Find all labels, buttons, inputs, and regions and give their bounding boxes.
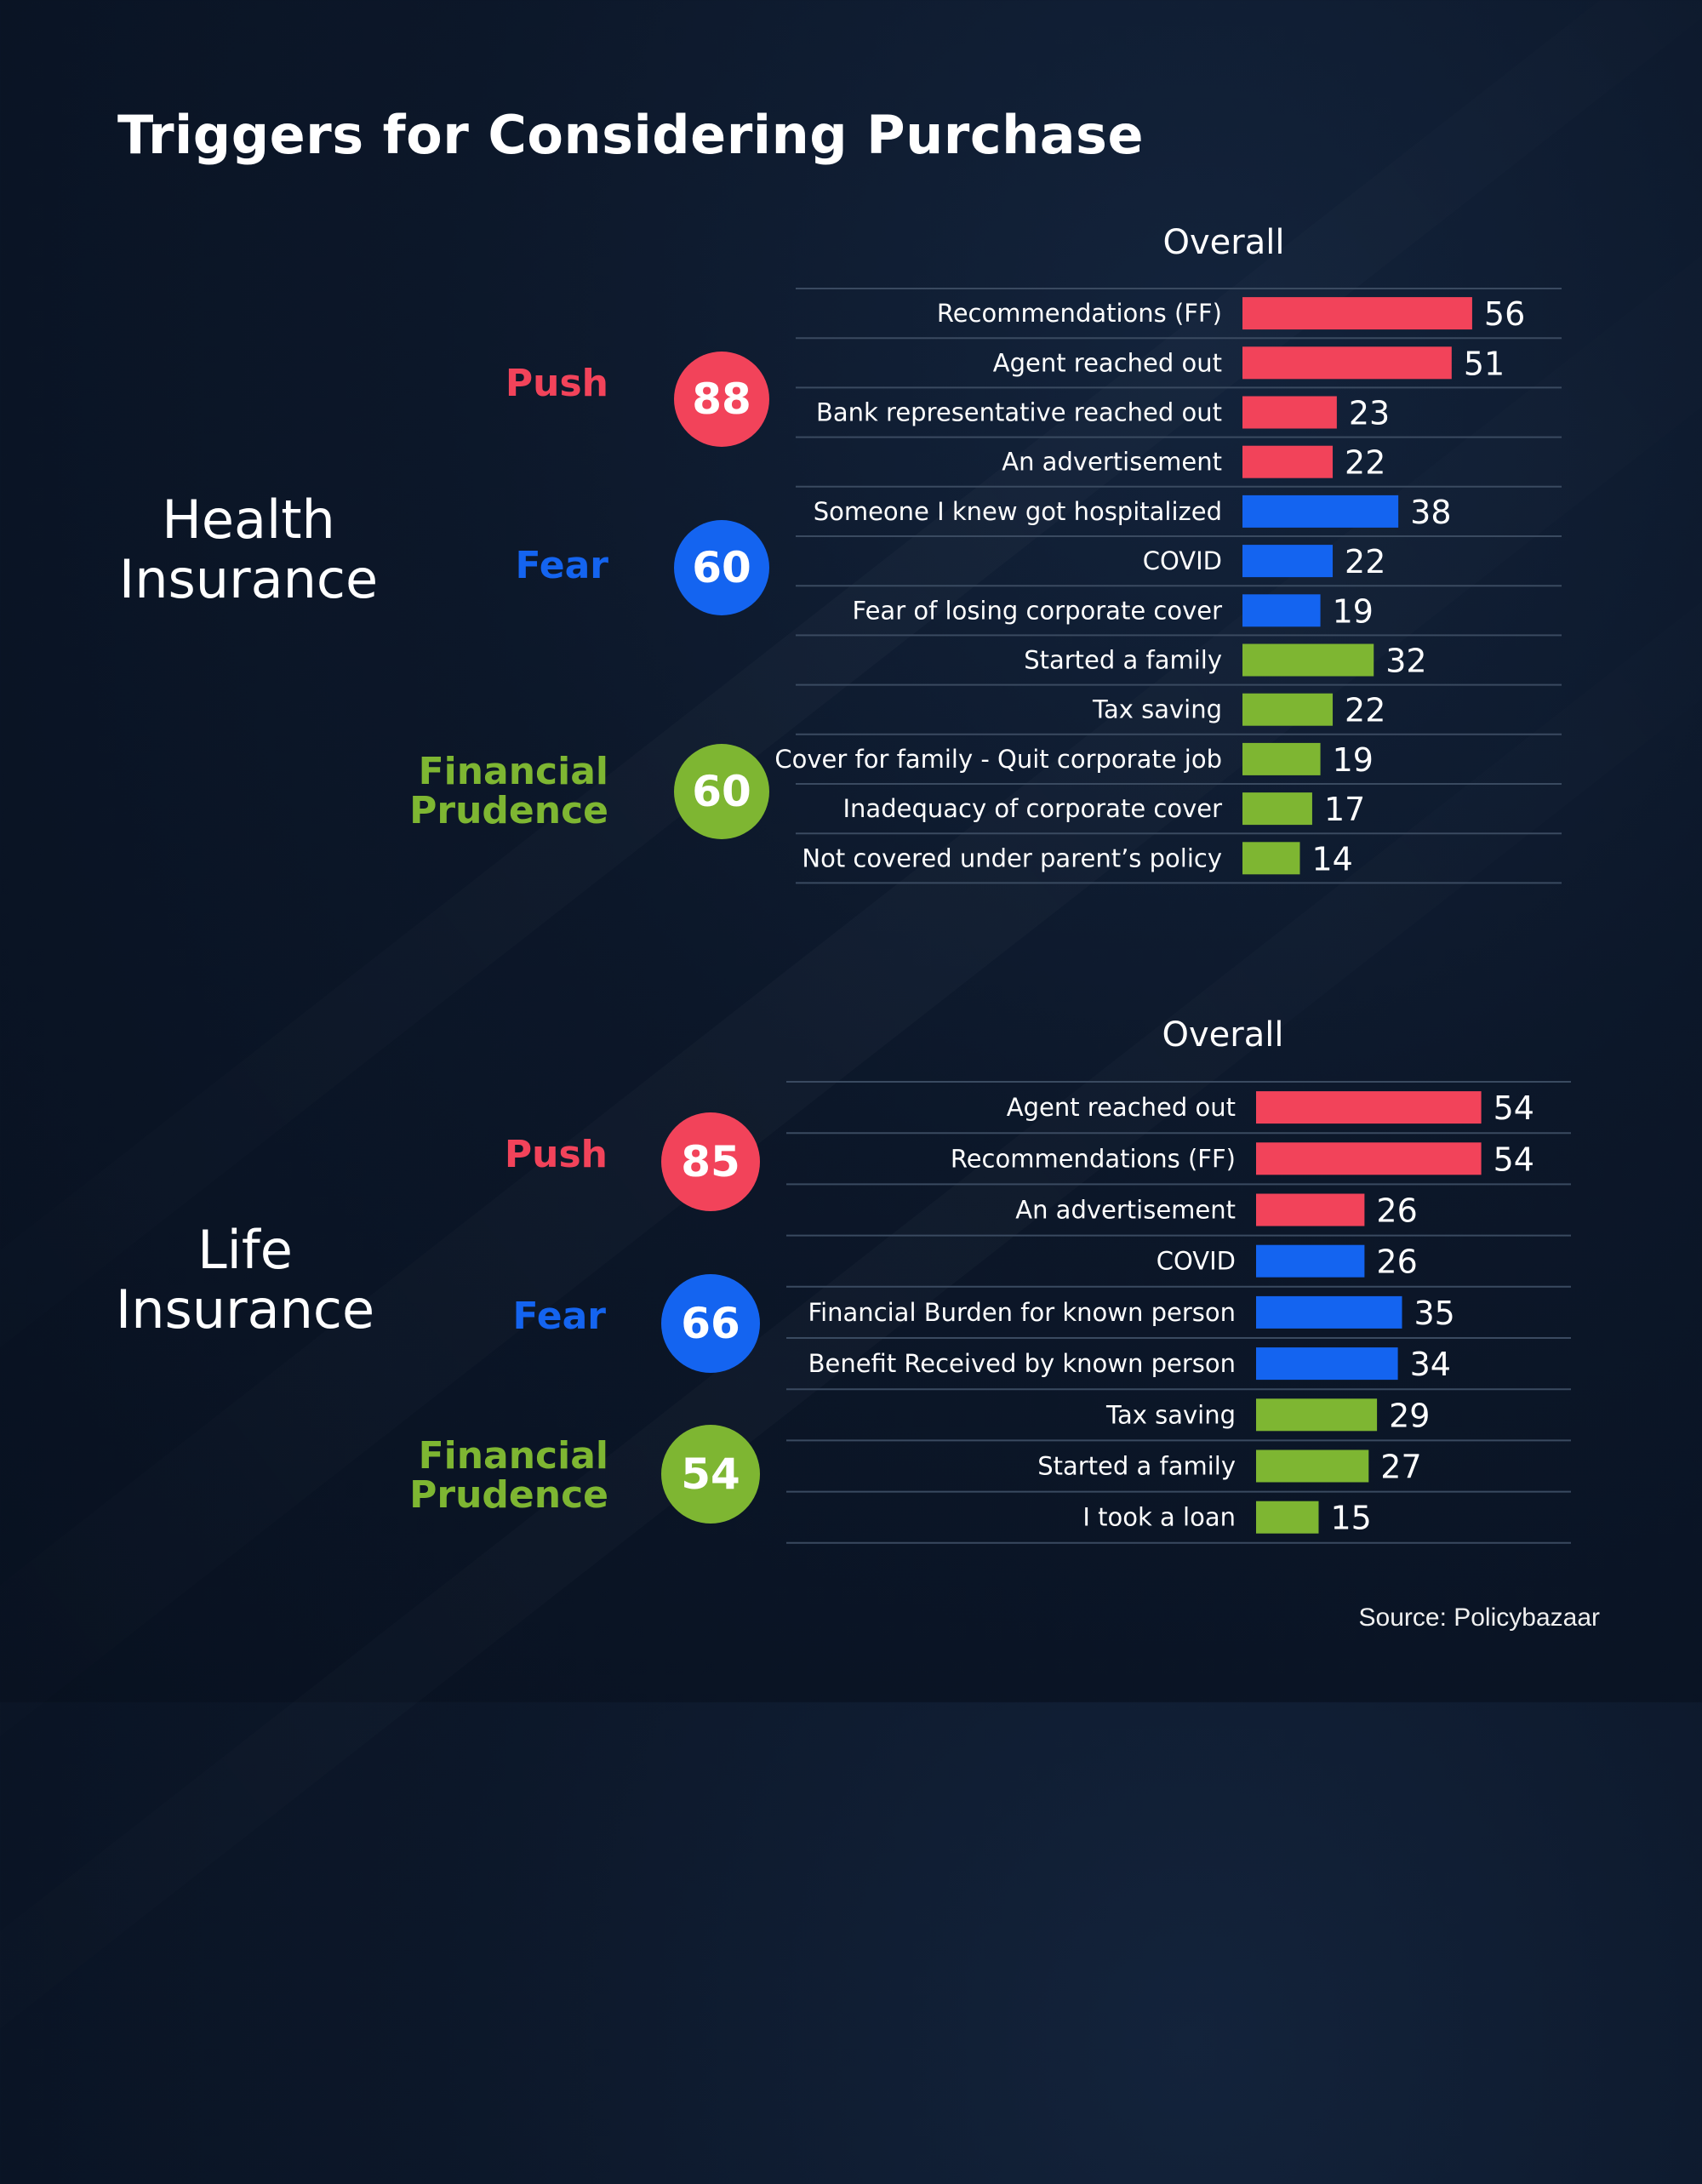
category-label-line: Prudence — [409, 1473, 608, 1517]
data-label: 26 — [1376, 1192, 1417, 1230]
bar — [1256, 1449, 1369, 1483]
data-label: 27 — [1380, 1449, 1421, 1486]
category-label-financial-prudence: Financial Prudence — [353, 752, 608, 831]
tick-label: Financial Burden for known person — [808, 1298, 1236, 1327]
data-label: 35 — [1414, 1295, 1455, 1332]
tick-label: Not covered under parent’s policy — [802, 843, 1222, 872]
data-label: 56 — [1484, 295, 1525, 333]
section-label-line: Insurance — [115, 1278, 375, 1341]
category-label-push: Push — [504, 1133, 608, 1176]
bar — [1242, 445, 1334, 478]
category-label-line: Financial — [418, 750, 608, 793]
section-label-line: Insurance — [118, 548, 379, 610]
data-label: 17 — [1324, 791, 1365, 828]
data-label: 54 — [1494, 1089, 1534, 1127]
data-label: 51 — [1464, 345, 1505, 382]
bar — [1256, 1142, 1482, 1175]
score-badge-financial-prudence: 54 — [661, 1425, 760, 1524]
category-label-line: Prudence — [409, 789, 608, 832]
tick-label: Fear of losing corporate cover — [853, 596, 1223, 625]
data-label: 38 — [1410, 494, 1451, 531]
data-label: 22 — [1345, 692, 1385, 729]
section-label-line: Life — [197, 1219, 293, 1281]
tick-label: Cover for family - Quit corporate job — [774, 745, 1222, 774]
bar — [1242, 842, 1300, 875]
bar — [1256, 1347, 1398, 1381]
score-badge-push: 85 — [661, 1112, 760, 1211]
bar — [1242, 297, 1472, 330]
bar — [1256, 1501, 1319, 1534]
tick-label: Bank representative reached out — [816, 398, 1222, 427]
tick-label: Tax saving — [1105, 1400, 1236, 1429]
score-badge-financial-prudence: 60 — [674, 744, 769, 839]
tick-label: COVID — [1143, 546, 1222, 575]
tick-label: Started a family — [1037, 1452, 1236, 1481]
data-label: 22 — [1345, 543, 1385, 580]
bar — [1242, 545, 1334, 578]
category-label-fear: Fear — [515, 544, 608, 587]
tick-label: Started a family — [1024, 646, 1222, 675]
score-badge-fear: 60 — [674, 520, 769, 615]
bar — [1242, 495, 1399, 528]
category-label-fear: Fear — [512, 1295, 606, 1338]
bar — [1242, 346, 1452, 380]
bar — [1242, 643, 1374, 677]
category-label-financial-prudence: Financial Prudence — [353, 1437, 608, 1515]
data-label: 34 — [1410, 1346, 1451, 1383]
tick-label: Agent reached out — [1007, 1093, 1236, 1122]
page-title: Triggers for Considering Purchase — [117, 104, 1145, 166]
data-label: 23 — [1349, 395, 1390, 432]
data-label: 29 — [1389, 1397, 1430, 1434]
tick-label: Agent reached out — [993, 348, 1222, 377]
tick-label: An advertisement — [1015, 1196, 1236, 1225]
data-label: 22 — [1345, 444, 1385, 482]
tick-label: An advertisement — [1002, 448, 1222, 477]
bar — [1242, 792, 1312, 826]
category-label-line: Financial — [418, 1434, 608, 1478]
tick-label: Inadequacy of corporate cover — [842, 794, 1222, 823]
tick-label: I took a loan — [1082, 1503, 1236, 1532]
tick-label: COVID — [1157, 1247, 1236, 1276]
data-label: 19 — [1333, 592, 1374, 630]
category-label-push: Push — [505, 362, 608, 405]
source-note: Source: Policybazaar — [1358, 1604, 1600, 1632]
data-label: 14 — [1311, 840, 1352, 878]
section-label-health: Health Insurance — [112, 490, 385, 609]
bar — [1242, 396, 1337, 429]
bar — [1242, 693, 1334, 726]
section-label-life: Life Insurance — [109, 1221, 381, 1340]
bar-charts: Recommendations (FF) 56 Agent reached out 5… — [774, 288, 1571, 1544]
tick-label: Recommendations (FF) — [951, 1144, 1236, 1173]
data-label: 32 — [1385, 643, 1426, 680]
section-label-line: Health — [162, 489, 335, 551]
bar — [1256, 1193, 1365, 1226]
chart-title-overall: Overall — [1162, 223, 1285, 262]
data-label: 15 — [1331, 1500, 1372, 1537]
score-badge-fear: 66 — [661, 1274, 760, 1373]
bar — [1256, 1295, 1402, 1329]
data-label: 54 — [1494, 1141, 1534, 1178]
data-label: 26 — [1376, 1244, 1417, 1281]
tick-label: Benefit Received by known person — [808, 1349, 1236, 1378]
bar — [1242, 594, 1321, 627]
tick-label: Someone I knew got hospitalized — [814, 497, 1222, 526]
bar — [1256, 1091, 1482, 1124]
data-label: 19 — [1333, 741, 1374, 779]
bar — [1242, 742, 1321, 775]
score-badge-push: 88 — [674, 352, 769, 447]
bar — [1256, 1244, 1365, 1278]
bar — [1256, 1398, 1378, 1432]
tick-label: Recommendations (FF) — [937, 299, 1222, 328]
tick-label: Tax saving — [1092, 695, 1222, 724]
chart-title-overall: Overall — [1162, 1015, 1284, 1055]
